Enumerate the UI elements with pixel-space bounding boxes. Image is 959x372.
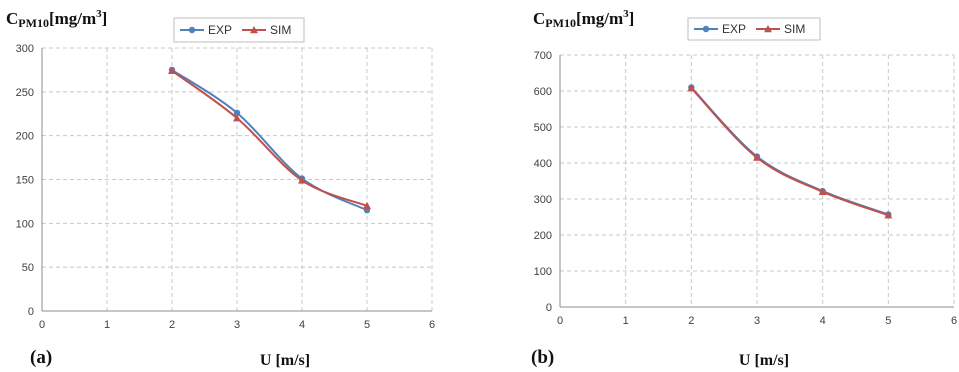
y-tick-label: 200 [534, 230, 552, 242]
legend-label-exp: EXP [208, 23, 232, 37]
y-tick-label: 200 [16, 131, 34, 143]
y-tick-label: 700 [534, 50, 552, 62]
legend-marker-sim [250, 26, 258, 34]
x-tick-label: 6 [951, 315, 957, 327]
legend-box [173, 17, 305, 43]
y-tick-label: 0 [546, 302, 552, 314]
legend: EXP SIM [173, 17, 305, 43]
y-tick-label: 0 [28, 306, 34, 318]
panel-label: (a) [30, 347, 52, 368]
legend-box [687, 17, 821, 41]
data-point-sim [298, 176, 306, 184]
y-tick-label: 250 [16, 87, 34, 99]
y-tick-label: 300 [16, 43, 34, 55]
y-axis-label: CPM10[mg/m3] [6, 8, 107, 30]
legend-label-exp: EXP [722, 22, 746, 36]
series-line-sim [690, 87, 889, 217]
chart-panel-2: 0 100 200 300 400 500 600 700 0 1 2 3 4 5 6 EXP SIM CPM10… [531, 8, 957, 369]
x-tick-label: 6 [429, 319, 435, 331]
x-tick-label: 2 [169, 319, 175, 331]
y-tick-label: 100 [534, 266, 552, 278]
x-tick-label: 5 [885, 315, 891, 327]
x-tick-label: 4 [820, 315, 826, 327]
data-point-sim [884, 211, 893, 219]
panel-label: (b) [531, 347, 554, 368]
data-point-sim [233, 114, 241, 122]
x-tick-label: 4 [299, 319, 305, 331]
legend-label-sim: SIM [784, 22, 805, 36]
y-tick-label: 300 [534, 194, 552, 206]
y-tick-label: 100 [16, 218, 34, 230]
legend-label-sim: SIM [270, 23, 291, 37]
legend: EXP SIM [687, 17, 821, 41]
data-point-sim [753, 153, 761, 161]
y-axis-label: CPM10[mg/m3] [533, 8, 634, 30]
x-axis-label: U [m/s] [739, 352, 789, 369]
y-tick-label: 400 [534, 158, 552, 170]
x-tick-label: 1 [104, 319, 110, 331]
x-tick-label: 0 [39, 319, 45, 331]
series-line-exp [171, 69, 368, 212]
series-line-sim [171, 69, 368, 207]
series-line-exp [690, 86, 889, 216]
legend-marker-sim [764, 25, 772, 33]
chart-panel-1: 0 50 100 150 200 250 300 0 1 2 3 4 5 6 EXP SIM CPM10[mg/… [6, 8, 435, 369]
data-point-sim [363, 201, 371, 209]
data-point-sim [818, 187, 827, 195]
x-tick-label: 1 [623, 315, 629, 327]
y-tick-label: 150 [16, 175, 34, 187]
x-tick-label: 0 [557, 315, 563, 327]
x-tick-label: 2 [688, 315, 694, 327]
legend-marker-exp [702, 25, 710, 33]
x-tick-label: 5 [364, 319, 370, 331]
y-tick-label: 500 [534, 122, 552, 134]
x-tick-label: 3 [754, 315, 760, 327]
data-point-sim [687, 84, 696, 92]
x-axis-label: U [m/s] [260, 352, 310, 369]
data-point-sim [168, 66, 176, 74]
data-point-exp [233, 109, 241, 117]
y-tick-label: 50 [22, 262, 34, 274]
y-tick-label: 600 [534, 86, 552, 98]
x-tick-label: 3 [234, 319, 240, 331]
legend-marker-exp [188, 26, 196, 34]
